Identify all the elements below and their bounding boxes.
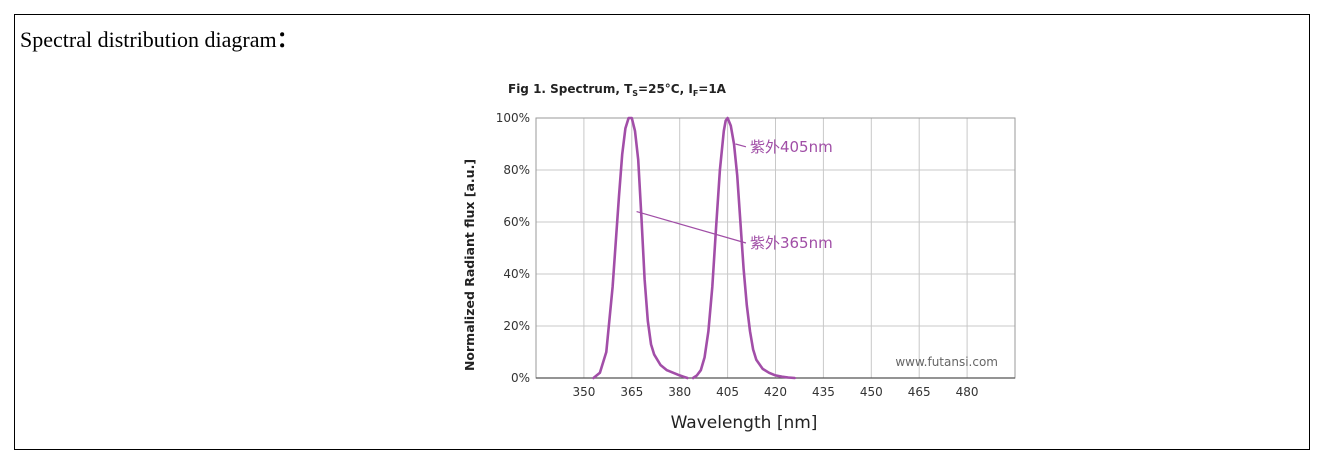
section-heading: Spectral distribution diagram： — [20, 22, 299, 54]
content-frame — [14, 14, 1310, 450]
axes — [535, 117, 1016, 379]
x-tick-label: 380 — [668, 385, 691, 399]
annotation-label: 紫外365nm — [750, 234, 833, 252]
y-tick-label: 40% — [503, 267, 530, 281]
x-axis-label: Wavelength [nm] — [671, 413, 818, 433]
x-tick-label: 480 — [956, 385, 979, 399]
y-tick-label: 20% — [503, 319, 530, 333]
x-tick-label: 350 — [572, 385, 595, 399]
series-group — [592, 116, 796, 380]
y-axis-label: Normalized Radiant flux [a.u.] — [462, 159, 477, 371]
x-tick-label: 435 — [812, 385, 835, 399]
heading-colon: ： — [276, 27, 299, 52]
tick-labels: 350 365 380 405 420 435 450 465 480 0% 20% 40% 60% 80… — [496, 111, 979, 399]
x-tick-label: 405 — [716, 385, 739, 399]
heading-text: Spectral distribution diagram — [20, 27, 277, 52]
x-tick-label: 365 — [620, 385, 643, 399]
series-line-405nm — [691, 116, 796, 380]
x-tick-label: 420 — [764, 385, 787, 399]
y-tick-label: 0% — [511, 371, 530, 385]
annotations: 紫外405nm 紫外365nm — [636, 138, 833, 252]
y-tick-label: 80% — [503, 163, 530, 177]
x-tick-label: 465 — [908, 385, 931, 399]
chart-title: Fig 1. Spectrum, TS=25°C, IF=1A — [508, 82, 727, 98]
annotation-label: 紫外405nm — [750, 138, 833, 156]
y-tick-label: 60% — [503, 215, 530, 229]
annotation-leader — [636, 211, 747, 244]
watermark: www.futansi.com — [895, 355, 998, 369]
x-tick-label: 450 — [860, 385, 883, 399]
series-line-365nm — [592, 116, 689, 380]
y-tick-label: 100% — [496, 111, 530, 125]
annotation-leader — [735, 143, 747, 148]
